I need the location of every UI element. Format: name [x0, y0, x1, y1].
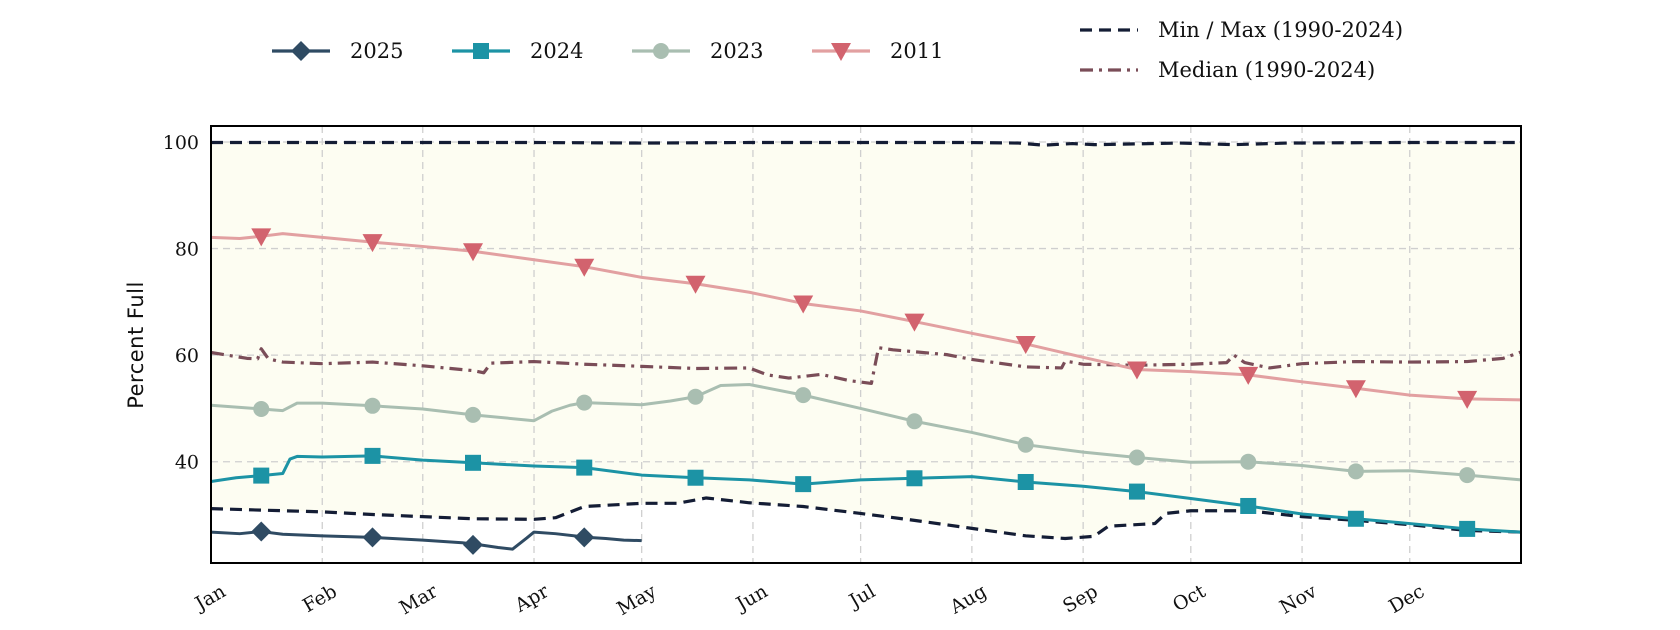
x-tick-label-nov: Nov: [1276, 580, 1321, 619]
legend-item-2011: 2011: [812, 39, 943, 63]
point-2023: [576, 394, 593, 411]
point-2023: [1240, 453, 1257, 470]
point-2011: [1345, 380, 1366, 399]
point-2011: [1126, 361, 1147, 380]
legend-label: Median (1990-2024): [1158, 58, 1375, 82]
point-2024: [1128, 483, 1145, 500]
point-2023: [906, 413, 923, 430]
point-2023: [1128, 449, 1145, 466]
legend-marker: [653, 43, 669, 59]
point-2023: [1459, 467, 1476, 484]
point-2011: [1015, 335, 1036, 354]
x-tick-label-sep: Sep: [1059, 580, 1102, 617]
y-tick-label-60: 60: [175, 345, 199, 367]
plot-frame: [210, 125, 1522, 564]
point-2024: [1347, 510, 1364, 527]
point-2011: [251, 228, 272, 247]
point-2024: [906, 470, 923, 487]
x-tick-label-jun: Jun: [731, 580, 772, 616]
point-2023: [687, 388, 704, 405]
point-2023: [1017, 436, 1034, 453]
point-2011: [685, 275, 706, 294]
legend-label: 2011: [890, 39, 943, 63]
x-tick-label-aug: Aug: [945, 580, 990, 619]
point-2025: [362, 527, 383, 548]
point-2011: [1457, 390, 1478, 409]
point-2024: [795, 476, 812, 493]
legend-marker: [831, 43, 851, 61]
x-tick-label-apr: Apr: [510, 580, 553, 617]
point-2025: [463, 534, 483, 555]
x-tick-label-dec: Dec: [1385, 580, 1428, 618]
point-2011: [574, 258, 595, 277]
y-tick-label-40: 40: [175, 452, 199, 474]
x-tick-label-feb: Feb: [299, 580, 341, 617]
series-line-min-max-1990-2024-min: [210, 496, 1522, 541]
point-2024: [1459, 520, 1476, 537]
point-2023: [795, 387, 812, 404]
x-tick-label-jan: Jan: [190, 580, 230, 616]
point-2023: [465, 406, 481, 423]
point-2024: [1240, 497, 1257, 514]
point-2024: [465, 454, 481, 471]
point-2024: [1017, 473, 1034, 490]
point-2011: [362, 234, 383, 253]
plot-area: Jan Feb Mar Apr May Jun Jul Aug Sep Oct Nov Dec 40 60…: [163, 125, 1522, 620]
point-2024: [576, 459, 593, 476]
point-2023: [253, 400, 270, 417]
series-line-median-1990-2024: [210, 346, 1522, 386]
legend-item-2023: 2023: [632, 39, 763, 63]
point-2011: [904, 313, 925, 332]
x-tick-label-mar: Mar: [396, 580, 442, 619]
y-tick-label-100: 100: [163, 132, 199, 154]
series-line-2023: [210, 382, 1522, 482]
series-line-2025: [210, 530, 642, 551]
legend-item-min-max-1990-2024: Min / Max (1990-2024): [1080, 18, 1403, 42]
series-line-min-max-1990-2024-max: [211, 140, 1521, 147]
legend-item-2025: 2025: [272, 39, 403, 63]
point-2023: [364, 397, 381, 414]
legend-label: 2024: [530, 39, 583, 63]
y-axis-title: Percent Full: [124, 281, 148, 409]
point-2024: [253, 467, 270, 484]
series-line-2024: [210, 454, 1522, 534]
legend-label: Min / Max (1990-2024): [1158, 18, 1403, 42]
x-tick-label-oct: Oct: [1169, 580, 1210, 616]
point-2025: [574, 527, 595, 548]
point-2024: [364, 447, 381, 464]
point-2023: [1347, 463, 1364, 480]
legend: 2025 2024 2023 2011 Min / Max (1990-2024) Med…: [272, 18, 1403, 82]
point-2011: [1238, 366, 1259, 385]
min-max-band: [211, 142, 1521, 539]
legend-label: 2025: [350, 39, 403, 63]
legend-item-median-1990-2024: Median (1990-2024): [1080, 58, 1375, 82]
x-tick-label-may: May: [613, 580, 660, 620]
x-tick-label-jul: Jul: [844, 580, 879, 613]
legend-marker: [473, 43, 489, 59]
y-tick-label-80: 80: [175, 239, 199, 261]
legend-label: 2023: [710, 39, 763, 63]
point-2024: [687, 469, 704, 486]
legend-marker: [291, 41, 311, 61]
legend-item-2024: 2024: [452, 39, 583, 63]
point-2025: [251, 521, 272, 542]
point-2011: [463, 243, 483, 262]
point-2011: [793, 295, 814, 314]
